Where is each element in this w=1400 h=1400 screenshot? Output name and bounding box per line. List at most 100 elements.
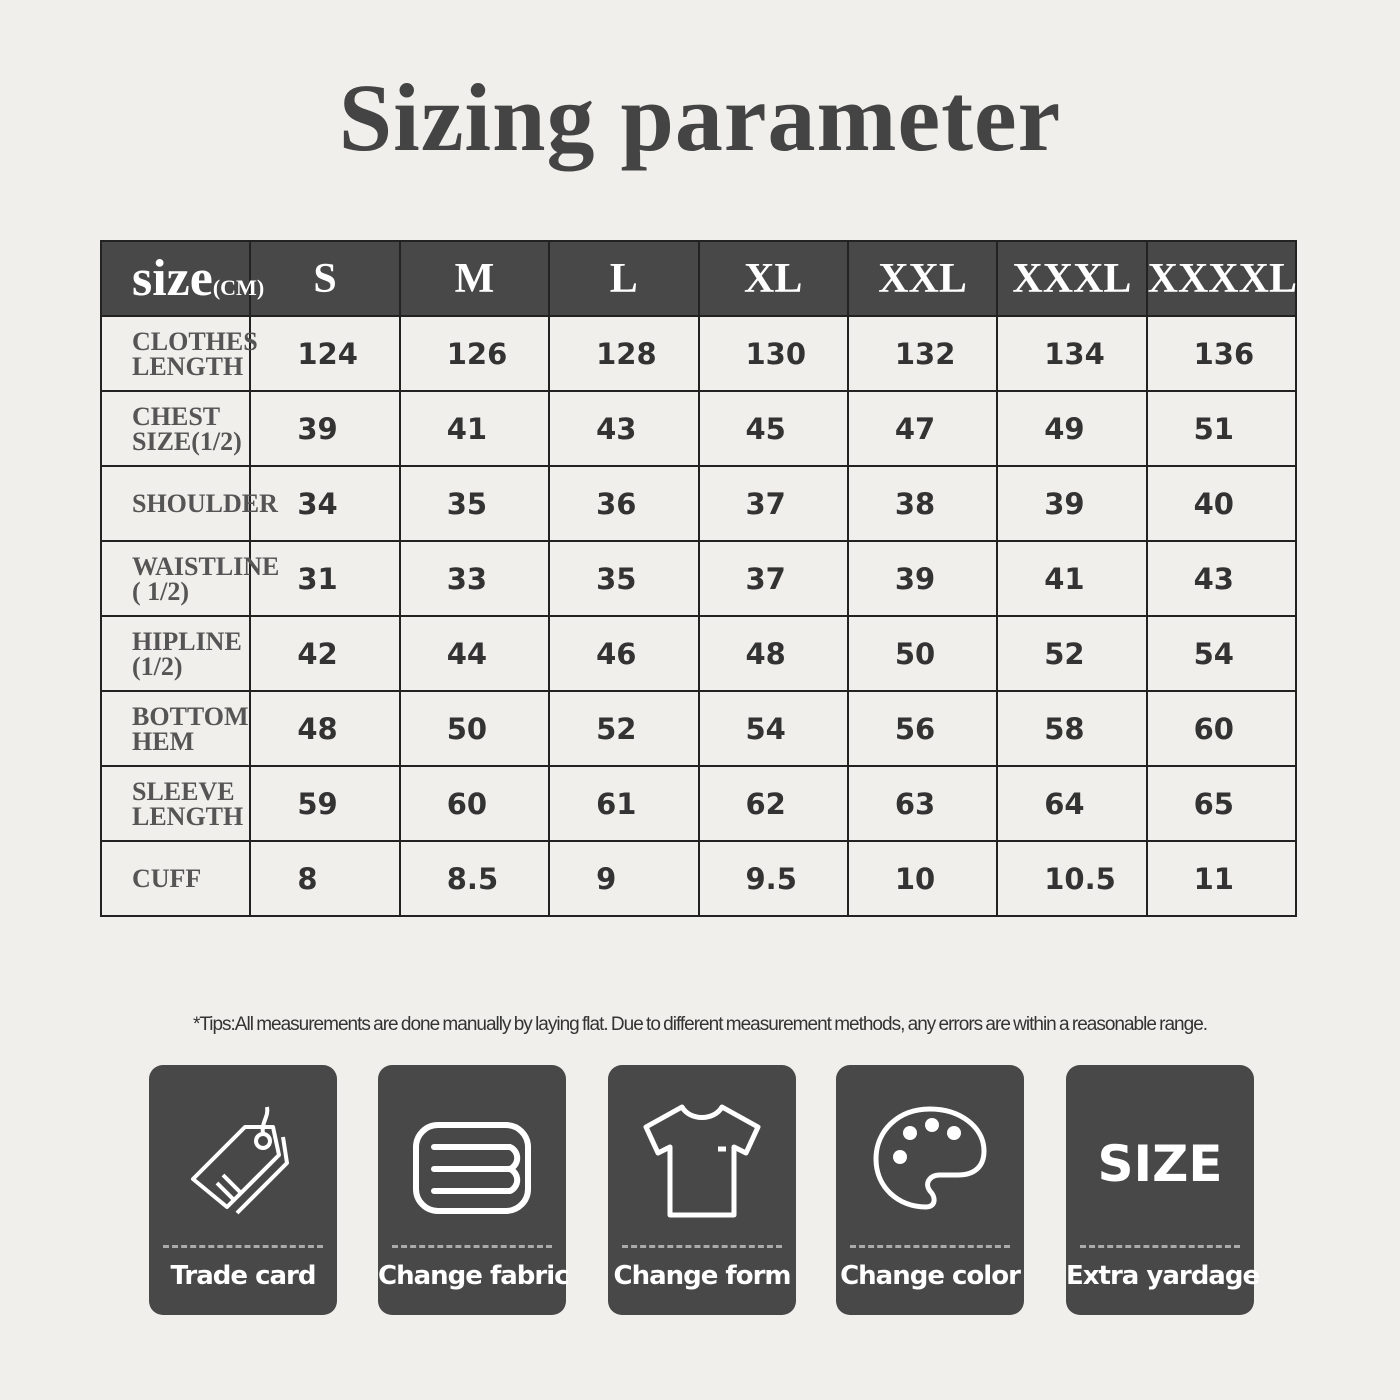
unit-label: (CM) — [212, 275, 265, 300]
row-label: HIPLINE (1/2) — [99, 615, 252, 692]
table-cell: 9.5 — [697, 840, 849, 917]
table-cell: 35 — [548, 540, 700, 617]
table-cell: 8.5 — [398, 840, 551, 917]
table-cell: 61 — [548, 765, 700, 842]
table-cell: 46 — [548, 615, 700, 692]
table-cell: 31 — [249, 540, 401, 617]
size-header-xl: XL — [697, 240, 849, 317]
size-table: size(CM) S M L XL XXL XXXL XXXXL CLOTHES LENGT… — [99, 240, 1298, 917]
page-title: Sizing parameter — [338, 64, 1062, 171]
table-cell: 10 — [846, 840, 999, 917]
table-cell: 134 — [996, 315, 1148, 392]
table-cell: 37 — [697, 465, 849, 542]
table-row: BOTTOM HEM 48 50 52 54 56 58 60 — [99, 690, 1298, 767]
card-label: Change color — [840, 1261, 1021, 1291]
size-label: size — [132, 250, 213, 307]
table-row: HIPLINE (1/2) 42 44 46 48 50 52 54 — [99, 615, 1298, 692]
table-row: CLOTHES LENGTH 124 126 128 130 132 134 136 — [99, 315, 1298, 392]
table-cell: 52 — [548, 690, 700, 767]
dashed-divider — [392, 1245, 552, 1248]
row-label: SLEEVE LENGTH — [99, 765, 252, 842]
dashed-divider — [850, 1245, 1010, 1248]
table-cell: 42 — [249, 615, 401, 692]
table-cell: 39 — [996, 465, 1148, 542]
row-label: CHEST SIZE(1/2) — [99, 390, 252, 467]
table-cell: 60 — [1145, 690, 1298, 767]
table-cell: 130 — [697, 315, 849, 392]
table-cell: 8 — [249, 840, 401, 917]
table-cell: 48 — [249, 690, 401, 767]
table-cell: 43 — [1145, 540, 1298, 617]
row-label: BOTTOM HEM — [99, 690, 252, 767]
table-cell: 64 — [996, 765, 1148, 842]
table-cell: 54 — [1145, 615, 1298, 692]
table-cell: 65 — [1145, 765, 1298, 842]
feature-card-change-fabric: Change fabric — [378, 1065, 570, 1315]
table-cell: 47 — [846, 390, 999, 467]
size-header-m: M — [398, 240, 551, 317]
table-row: SLEEVE LENGTH 59 60 61 62 63 64 65 — [99, 765, 1298, 842]
table-cell: 63 — [846, 765, 999, 842]
table-cell: 56 — [846, 690, 999, 767]
feature-card-change-form: Change form — [608, 1065, 796, 1315]
size-header-xxxl: XXXL — [996, 240, 1148, 317]
table-cell: 128 — [548, 315, 700, 392]
table-cell: 51 — [1145, 390, 1298, 467]
fabric-icon — [413, 1122, 531, 1214]
table-cell: 36 — [548, 465, 700, 542]
table-cell: 39 — [249, 390, 401, 467]
table-cell: 50 — [398, 690, 551, 767]
dashed-divider — [622, 1245, 782, 1248]
feature-card-trade-card: Trade card — [149, 1065, 337, 1315]
row-label: CLOTHES LENGTH — [99, 315, 258, 392]
table-cell: 60 — [398, 765, 551, 842]
size-icon: SIZE — [1097, 1135, 1223, 1193]
size-header-s: S — [249, 240, 401, 317]
table-cell: 124 — [249, 315, 401, 392]
table-cell: 59 — [249, 765, 401, 842]
table-cell: 54 — [697, 690, 849, 767]
feature-card-extra-yardage: SIZE Extra yardage — [1066, 1065, 1260, 1315]
table-cell: 39 — [846, 540, 999, 617]
palette-icon — [873, 1106, 987, 1210]
feature-card-change-color: Change color — [836, 1065, 1024, 1315]
table-row: CHEST SIZE(1/2) 39 41 43 45 47 49 51 — [99, 390, 1298, 467]
dashed-divider — [163, 1245, 323, 1248]
table-cell: 41 — [398, 390, 551, 467]
table-cell: 52 — [996, 615, 1148, 692]
table-cell: 45 — [697, 390, 849, 467]
table-cell: 126 — [398, 315, 551, 392]
card-label: Extra yardage — [1066, 1261, 1260, 1291]
row-label: CUFF — [99, 840, 252, 917]
table-cell: 37 — [697, 540, 849, 617]
table-header-row: size(CM) S M L XL XXL XXXL XXXXL — [99, 240, 1298, 317]
card-label: Change fabric — [378, 1261, 570, 1291]
table-cell: 9 — [548, 840, 700, 917]
table-cell: 136 — [1145, 315, 1298, 392]
table-cell: 43 — [548, 390, 700, 467]
size-header-xxl: XXL — [846, 240, 999, 317]
table-cell: 41 — [996, 540, 1148, 617]
table-cell: 34 — [249, 465, 401, 542]
size-header-xxxxl: XXXXL — [1145, 240, 1298, 317]
tshirt-icon — [643, 1104, 761, 1218]
size-header-l: L — [548, 240, 700, 317]
table-cell: 11 — [1145, 840, 1298, 917]
tips-text: *Tips:All measurements are done manually… — [192, 1014, 1208, 1035]
card-label: Change form — [613, 1261, 791, 1291]
table-cell: 50 — [846, 615, 999, 692]
table-cell: 40 — [1145, 465, 1298, 542]
table-cell: 35 — [398, 465, 551, 542]
row-label: SHOULDER — [99, 465, 278, 542]
table-cell: 49 — [996, 390, 1148, 467]
table-cell: 62 — [697, 765, 849, 842]
row-label: WAISTLINE ( 1/2) — [99, 540, 279, 617]
size-corner-header: size(CM) — [99, 240, 264, 317]
table-row: CUFF 8 8.5 9 9.5 10 10.5 11 — [99, 840, 1298, 917]
table-cell: 44 — [398, 615, 551, 692]
card-label: Trade card — [170, 1261, 317, 1291]
dashed-divider — [1080, 1245, 1240, 1248]
table-cell: 58 — [996, 690, 1148, 767]
table-cell: 48 — [697, 615, 849, 692]
tag-icon — [191, 1106, 289, 1215]
